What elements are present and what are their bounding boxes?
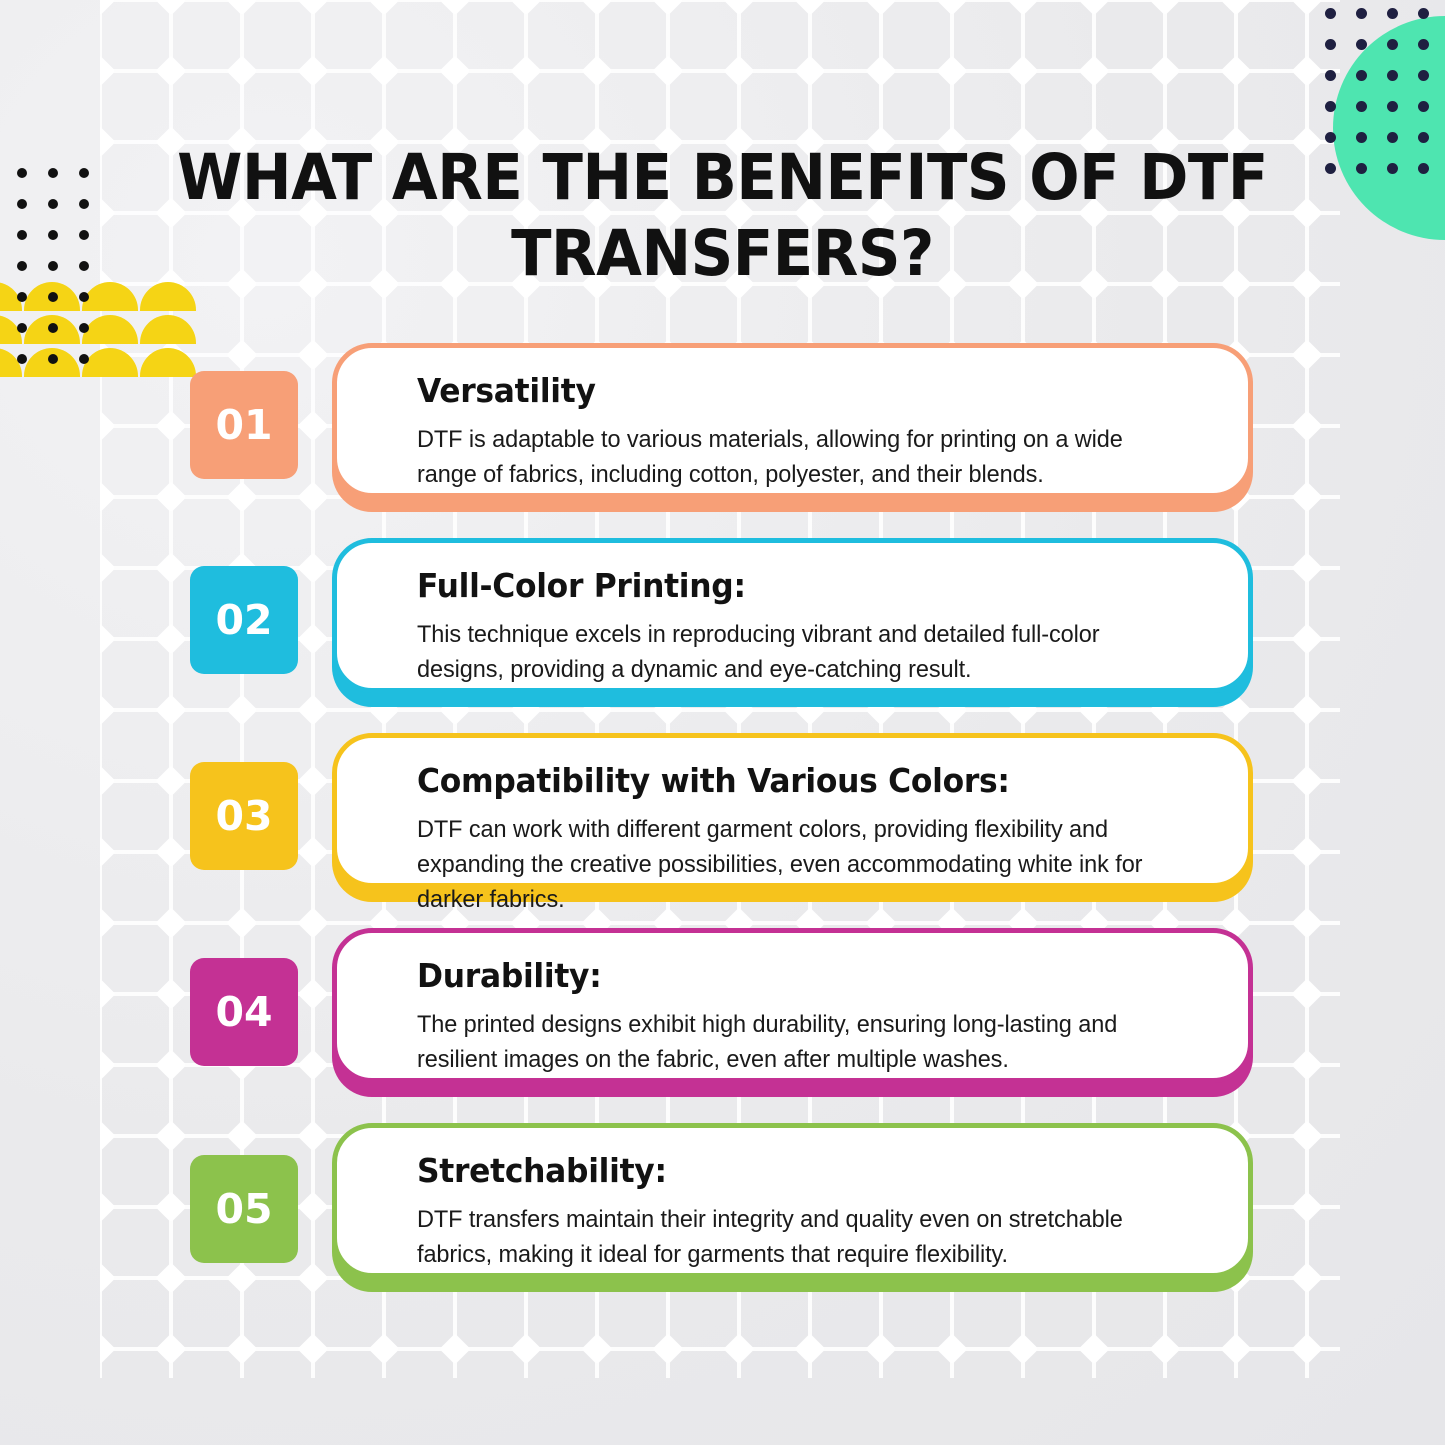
benefit-description: This technique excels in reproducing vib… <box>417 621 1100 683</box>
benefit-description: DTF is adaptable to various materials, a… <box>417 426 1123 488</box>
dot-grid-top-right <box>1325 8 1445 194</box>
benefit-number: 01 <box>215 401 273 449</box>
benefit-number: 02 <box>215 596 273 644</box>
benefit-number: 04 <box>215 988 273 1036</box>
benefit-card[interactable]: Durability: The printed designs exhibit h… <box>332 928 1253 1097</box>
card-body: Full-Color Printing: This technique excel… <box>332 538 1253 693</box>
benefit-title: Compatibility with Various Colors: <box>417 761 1010 800</box>
benefit-card[interactable]: Versatility DTF is adaptable to various m… <box>332 343 1253 512</box>
yellow-semicircle-pattern <box>0 282 196 382</box>
card-body: Durability: The printed designs exhibit h… <box>332 928 1253 1083</box>
card-body: Stretchability: DTF transfers maintain th… <box>332 1123 1253 1278</box>
benefit-title: Full-Color Printing: <box>417 566 746 605</box>
benefit-number-badge[interactable]: 05 <box>190 1155 298 1263</box>
card-body: Compatibility with Various Colors: DTF ca… <box>332 733 1253 913</box>
benefit-number-badge[interactable]: 03 <box>190 762 298 870</box>
benefit-title: Durability: <box>417 956 602 995</box>
card-body: Versatility DTF is adaptable to various m… <box>332 343 1253 498</box>
benefit-title: Versatility <box>417 371 596 410</box>
benefit-description: The printed designs exhibit high durabil… <box>417 1011 1118 1073</box>
benefit-number: 03 <box>215 792 273 840</box>
page-title: WHAT ARE THE BENEFITS OF DTF TRANSFERS? <box>177 141 1268 290</box>
benefit-description: DTF transfers maintain their integrity a… <box>417 1206 1123 1268</box>
benefit-card[interactable]: Compatibility with Various Colors: DTF ca… <box>332 733 1253 913</box>
benefit-number: 05 <box>215 1185 273 1233</box>
benefit-card[interactable]: Full-Color Printing: This technique excel… <box>332 538 1253 707</box>
benefit-number-badge[interactable]: 02 <box>190 566 298 674</box>
dot-grid-left <box>17 168 110 385</box>
benefit-title: Stretchability: <box>417 1151 667 1190</box>
benefit-card[interactable]: Stretchability: DTF transfers maintain th… <box>332 1123 1253 1292</box>
benefit-number-badge[interactable]: 01 <box>190 371 298 479</box>
benefit-description: DTF can work with different garment colo… <box>417 816 1143 913</box>
benefit-number-badge[interactable]: 04 <box>190 958 298 1066</box>
